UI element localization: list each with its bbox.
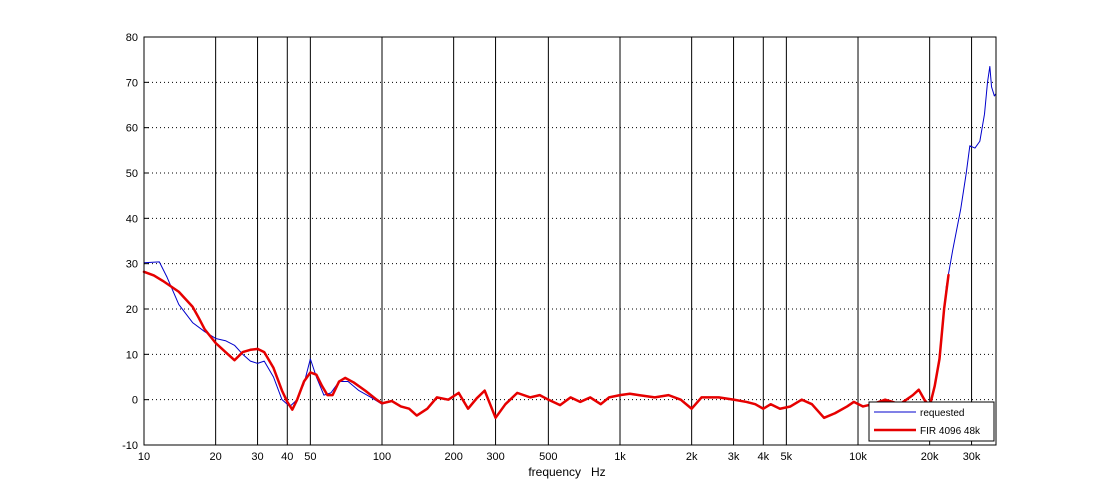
x-tick-label: 10k xyxy=(849,451,867,463)
y-axis-ticks: -10 0 10 20 30 40 50 60 70 80 xyxy=(122,32,149,452)
x-tick-label: 5k xyxy=(781,451,793,463)
y-tick-label: 70 xyxy=(126,77,138,89)
x-tick-label: 40 xyxy=(281,451,293,463)
x-tick-label: 2k xyxy=(686,451,698,463)
x-tick-label: 20k xyxy=(921,451,939,463)
x-axis-label: frequency Hz xyxy=(528,465,605,479)
x-tick-label: 50 xyxy=(304,451,316,463)
y-tick-label: 30 xyxy=(126,259,138,271)
y-tick-label: 80 xyxy=(126,32,138,44)
x-tick-label: 500 xyxy=(539,451,557,463)
y-tick-label: 60 xyxy=(126,123,138,135)
y-tick-label: 0 xyxy=(132,395,138,407)
y-tick-label: 10 xyxy=(126,349,138,361)
y-tick-label: -10 xyxy=(122,440,138,452)
grid xyxy=(144,37,996,445)
series-line-fir xyxy=(142,270,950,420)
x-tick-label: 10 xyxy=(138,451,150,463)
x-tick-label: 300 xyxy=(486,451,504,463)
y-tick-label: 20 xyxy=(126,304,138,316)
x-tick-label: 100 xyxy=(373,451,391,463)
y-tick-label: 50 xyxy=(126,168,138,180)
legend-label-requested: requested xyxy=(920,408,964,419)
x-tick-label: 4k xyxy=(757,451,769,463)
legend-box xyxy=(868,401,995,442)
legend-label-fir: FIR 4096 48k xyxy=(920,426,981,437)
x-tick-label: 3k xyxy=(728,451,740,463)
x-axis-ticks: 10 20 30 40 50 100 200 300 500 1k 2k 3k 4k 5k 10k 20k 30… xyxy=(138,451,981,463)
x-tick-label: 1k xyxy=(614,451,626,463)
x-tick-label: 30k xyxy=(963,451,981,463)
y-tick-label: 40 xyxy=(126,213,138,225)
plot-frame xyxy=(143,36,997,446)
x-tick-label: 20 xyxy=(210,451,222,463)
legend: requested FIR 4096 48k xyxy=(868,401,995,442)
plot-background xyxy=(144,37,996,445)
x-tick-label: 30 xyxy=(251,451,263,463)
x-tick-label: 200 xyxy=(444,451,462,463)
